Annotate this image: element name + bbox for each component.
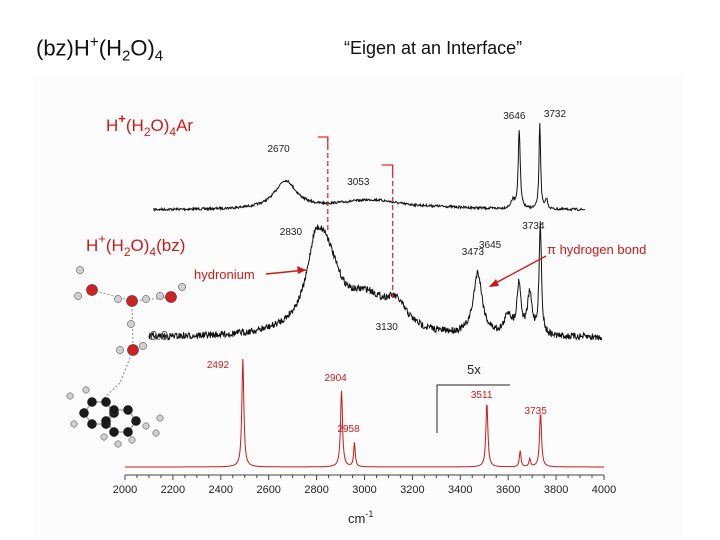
peak-label: 2670 [267,144,290,155]
hydronium-arrowhead [297,266,306,274]
trace-calculated [125,358,604,468]
peak-label: 3734 [522,221,545,232]
dashed-guide-arrow [317,136,329,146]
slide-title: (bz)H+(H2O)4 [36,34,164,65]
hydronium-label: hydronium [194,267,255,282]
x-tick-label: 3800 [544,484,568,496]
peak-label: 2904 [325,373,348,384]
peak-label: 2830 [280,227,303,238]
x-tick-label: 3000 [352,484,376,496]
peak-label: 3732 [544,109,567,120]
pi-bond-label: π hydrogen bond [547,242,646,257]
peak-label: 3735 [525,406,548,417]
x-tick-label: 2600 [256,484,280,496]
x-tick-label: 2400 [209,484,233,496]
small-value-label: 0.0 [150,328,169,343]
peak-label: 3473 [462,247,485,258]
x-tick-label: 3400 [448,484,472,496]
figure-background [34,76,682,536]
x-tick-label: 2000 [113,484,137,496]
pi-bond-arrowhead [489,279,499,287]
peak-label: 3130 [376,322,399,333]
x-tick-label: 2200 [161,484,185,496]
x-tick-label: 4000 [592,484,616,496]
label-top-species: H+(H2O)4Ar [106,111,193,139]
peak-label: 2958 [337,424,360,435]
peak-label: 3645 [479,240,502,251]
peak-label: 3053 [347,177,370,188]
x-tick-label: 3200 [400,484,424,496]
peak-label: 3511 [471,390,493,401]
dashed-guide-arrow [381,164,394,174]
pi-bond-arrow [489,255,547,287]
molecule-structure-image [66,266,186,448]
peak-label: 2492 [207,360,230,371]
trace-middle [148,221,603,342]
trace-top [153,123,586,213]
x-tick-label: 2800 [304,484,328,496]
scale-factor-label: 5x [467,362,481,377]
x-tick-label: 3600 [496,484,520,496]
scale-bracket [436,384,510,433]
slide-subtitle: “Eigen at an Interface” [344,38,523,58]
peak-label: 3646 [503,111,526,122]
